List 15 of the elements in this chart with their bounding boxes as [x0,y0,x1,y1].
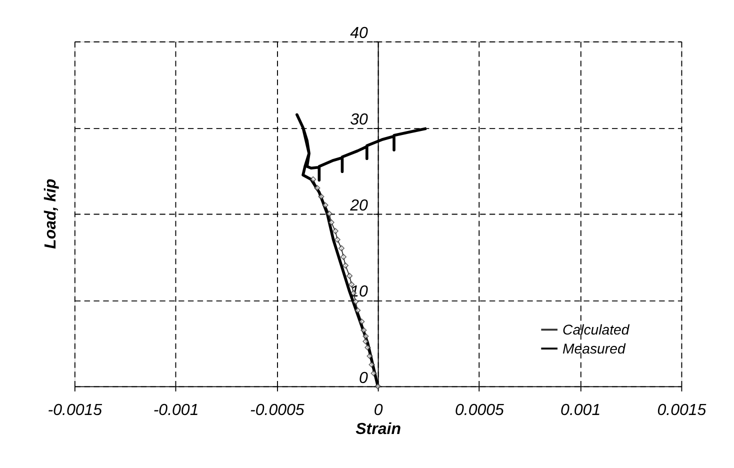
y-tick-label: 20 [349,198,368,215]
x-tick-label: 0.0005 [454,402,504,419]
x-tick-label: 0 [374,402,383,419]
y-tick-label: 0 [359,370,368,387]
x-tick-label: 0.0015 [657,402,706,419]
x-tick-label: -0.0005 [250,402,304,419]
x-tick-label: 0.001 [560,402,601,419]
y-tick-label: 40 [350,25,368,42]
legend-label: Measured [562,340,626,356]
y-tick-label: 30 [350,111,368,128]
x-tick-label: -0.001 [153,402,199,419]
legend-label: Calculated [562,321,630,338]
x-tick-label: -0.0015 [48,402,102,419]
x-axis-title: Strain [356,420,402,438]
y-axis-title: Load, kip [42,178,60,249]
